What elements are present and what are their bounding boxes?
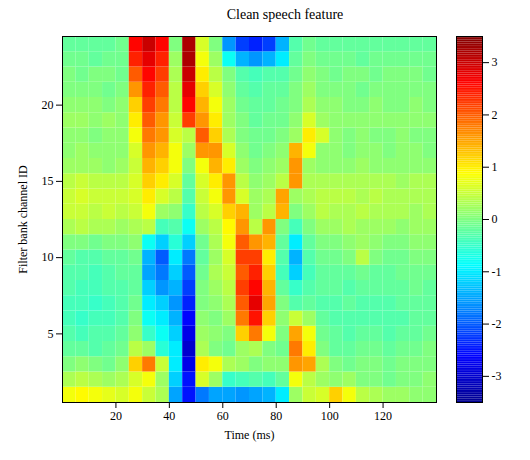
svg-text:10: 10 <box>42 250 54 264</box>
svg-text:20: 20 <box>110 409 122 423</box>
svg-text:15: 15 <box>42 174 54 188</box>
svg-text:-3: -3 <box>492 369 502 383</box>
svg-text:Time (ms): Time (ms) <box>225 428 275 442</box>
svg-text:40: 40 <box>163 409 175 423</box>
svg-text:100: 100 <box>321 409 339 423</box>
svg-text:-1: -1 <box>492 265 502 279</box>
svg-text:2: 2 <box>492 108 498 122</box>
svg-text:20: 20 <box>42 98 54 112</box>
svg-text:5: 5 <box>48 327 54 341</box>
html-text:Clean speech feature: Clean speech feature <box>226 7 344 22</box>
svg-text:3: 3 <box>492 55 498 69</box>
svg-text:-2: -2 <box>492 317 502 331</box>
svg-text:120: 120 <box>374 409 392 423</box>
svg-text:Filter bank channel ID: Filter bank channel ID <box>16 165 30 274</box>
svg-text:60: 60 <box>217 409 229 423</box>
svg-text:80: 80 <box>270 409 282 423</box>
svg-text:1: 1 <box>492 160 498 174</box>
svg-text:0: 0 <box>492 212 498 226</box>
